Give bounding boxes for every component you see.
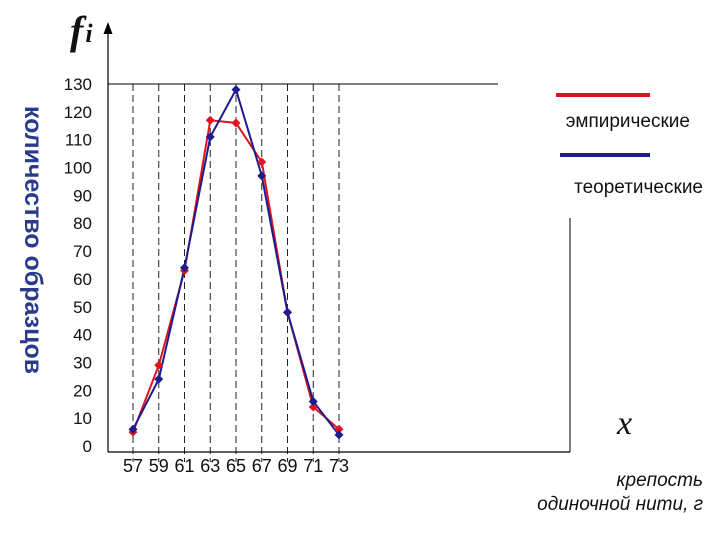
series-0-point-65	[231, 118, 241, 128]
y-tick-label-70: 70	[73, 242, 92, 261]
y-tick-label-120: 120	[64, 103, 92, 122]
y-tick-label-80: 80	[73, 214, 92, 233]
series-0-point-67	[257, 157, 267, 167]
series-1-point-59	[154, 374, 164, 384]
x-tick-label-63: 63	[200, 456, 220, 476]
x-tick-label-71: 71	[303, 456, 323, 476]
x-tick-label-69: 69	[277, 456, 297, 476]
y-tick-label-10: 10	[73, 409, 92, 428]
series-1-point-63	[205, 132, 215, 142]
y-tick-label-0: 0	[83, 437, 92, 456]
gridlines	[132, 84, 340, 462]
y-axis-symbol-main: f	[70, 8, 87, 53]
x-tick-labels: 57 59 61 63 65 67 69 71 73	[123, 456, 349, 476]
x-tick-label-59: 59	[149, 456, 169, 476]
series-0-point-73	[334, 424, 344, 434]
legend: эмпирические теоретические	[556, 93, 703, 198]
series-1-point-67	[257, 171, 267, 181]
y-tick-label-40: 40	[73, 326, 92, 345]
x-tick-label-65: 65	[226, 456, 246, 476]
x-axis-label-line1: крепость	[617, 470, 703, 491]
series-1-point-65	[231, 85, 241, 95]
series-1-point-69	[283, 307, 292, 317]
y-tick-label-110: 110	[65, 131, 92, 150]
legend-label-theoretical: теоретические	[574, 177, 703, 198]
series-1-point-61	[180, 263, 189, 273]
y-tick-label-130: 130	[64, 75, 92, 94]
series-1-point-73	[334, 430, 344, 440]
series-1-point-71	[308, 396, 318, 406]
series-0-point-71	[308, 402, 318, 412]
y-axis-symbol: fi	[70, 8, 93, 53]
x-tick-label-73: 73	[329, 456, 349, 476]
legend-label-empirical: эмпирические	[566, 111, 690, 132]
y-axis-vertical-label: количество образцов	[19, 106, 47, 374]
x-axis-symbol: x	[616, 405, 632, 442]
x-axis-label-line2: одиночной нити, г	[537, 494, 703, 515]
series-0-point-59	[154, 360, 164, 370]
y-tick-label-30: 30	[73, 353, 92, 372]
y-axis-symbol-sub: i	[85, 19, 93, 48]
series-lines	[128, 85, 344, 440]
y-tick-label-20: 20	[73, 381, 92, 400]
x-tick-label-57: 57	[123, 456, 143, 476]
y-tick-label-90: 90	[73, 186, 92, 205]
y-tick-label-60: 60	[73, 270, 92, 289]
y-tick-label-100: 100	[64, 159, 92, 178]
y-axis-arrow-icon	[103, 22, 113, 34]
x-tick-label-67: 67	[252, 456, 272, 476]
x-tick-label-61: 61	[174, 456, 194, 476]
series-1-point-57	[128, 424, 138, 434]
series-0-point-63	[205, 115, 215, 125]
y-tick-label-50: 50	[73, 298, 92, 317]
axes	[103, 22, 571, 453]
y-tick-labels: 0 10 20 30 40 50 60 70 80 90 100 110 120 130	[64, 75, 92, 456]
